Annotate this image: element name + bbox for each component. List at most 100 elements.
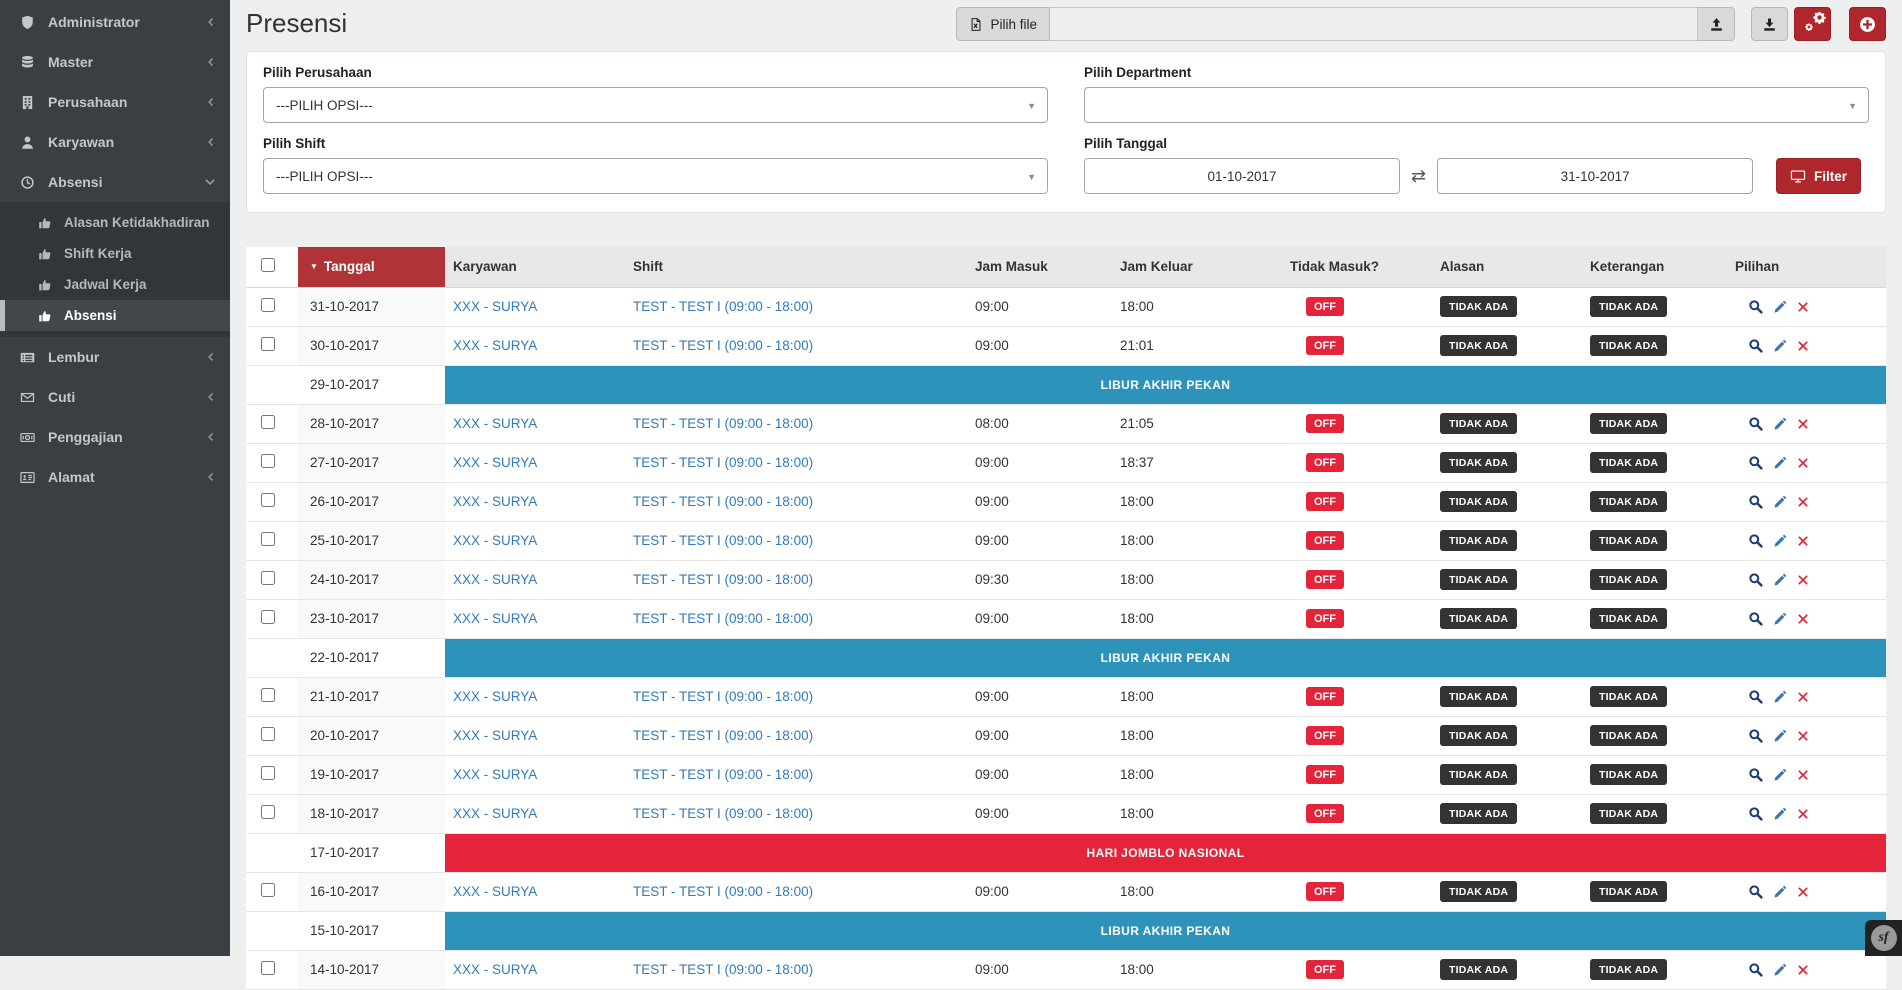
search-icon[interactable]	[1748, 338, 1763, 353]
delete-x-icon[interactable]	[1797, 691, 1809, 703]
delete-x-icon[interactable]	[1797, 769, 1809, 781]
sidebar-subitem-absensi[interactable]: Absensi	[0, 300, 230, 331]
pencil-icon[interactable]	[1773, 963, 1787, 977]
delete-x-icon[interactable]	[1797, 574, 1809, 586]
column-header-jam-masuk[interactable]: Jam Masuk	[967, 247, 1112, 287]
department-select[interactable]: ▼	[1084, 87, 1869, 123]
row-checkbox[interactable]	[261, 727, 275, 741]
pencil-icon[interactable]	[1773, 885, 1787, 899]
karyawan-link[interactable]: XXX - SURYA	[453, 806, 537, 821]
sidebar-subitem-alasan-ketidakhadiran[interactable]: Alasan Ketidakhadiran	[0, 207, 230, 238]
search-icon[interactable]	[1748, 728, 1763, 743]
pencil-icon[interactable]	[1773, 573, 1787, 587]
search-icon[interactable]	[1748, 962, 1763, 977]
row-checkbox[interactable]	[261, 610, 275, 624]
shift-link[interactable]: TEST - TEST I (09:00 - 18:00)	[633, 455, 813, 470]
karyawan-link[interactable]: XXX - SURYA	[453, 689, 537, 704]
pencil-icon[interactable]	[1773, 456, 1787, 470]
column-header-alasan[interactable]: Alasan	[1432, 247, 1582, 287]
pencil-icon[interactable]	[1773, 690, 1787, 704]
shift-link[interactable]: TEST - TEST I (09:00 - 18:00)	[633, 767, 813, 782]
delete-x-icon[interactable]	[1797, 535, 1809, 547]
upload-button[interactable]	[1698, 7, 1735, 41]
delete-x-icon[interactable]	[1797, 613, 1809, 625]
karyawan-link[interactable]: XXX - SURYA	[453, 611, 537, 626]
sidebar-item-lembur[interactable]: Lembur	[0, 337, 230, 377]
column-header-karyawan[interactable]: Karyawan	[445, 247, 625, 287]
search-icon[interactable]	[1748, 299, 1763, 314]
pencil-icon[interactable]	[1773, 807, 1787, 821]
karyawan-link[interactable]: XXX - SURYA	[453, 299, 537, 314]
sidebar-subitem-shift-kerja[interactable]: Shift Kerja	[0, 238, 230, 269]
date-to-input[interactable]	[1437, 158, 1753, 194]
delete-x-icon[interactable]	[1797, 457, 1809, 469]
delete-x-icon[interactable]	[1797, 418, 1809, 430]
delete-x-icon[interactable]	[1797, 964, 1809, 976]
row-checkbox[interactable]	[261, 883, 275, 897]
sidebar-subitem-jadwal-kerja[interactable]: Jadwal Kerja	[0, 269, 230, 300]
shift-link[interactable]: TEST - TEST I (09:00 - 18:00)	[633, 728, 813, 743]
row-checkbox[interactable]	[261, 766, 275, 780]
column-header-jam-keluar[interactable]: Jam Keluar	[1112, 247, 1282, 287]
shift-link[interactable]: TEST - TEST I (09:00 - 18:00)	[633, 494, 813, 509]
delete-x-icon[interactable]	[1797, 496, 1809, 508]
column-header-keterangan[interactable]: Keterangan	[1582, 247, 1727, 287]
karyawan-link[interactable]: XXX - SURYA	[453, 884, 537, 899]
search-icon[interactable]	[1748, 611, 1763, 626]
row-checkbox[interactable]	[261, 961, 275, 975]
filter-button[interactable]: Filter	[1776, 158, 1861, 194]
row-checkbox[interactable]	[261, 415, 275, 429]
search-icon[interactable]	[1748, 416, 1763, 431]
search-icon[interactable]	[1748, 455, 1763, 470]
shift-link[interactable]: TEST - TEST I (09:00 - 18:00)	[633, 299, 813, 314]
delete-x-icon[interactable]	[1797, 340, 1809, 352]
karyawan-link[interactable]: XXX - SURYA	[453, 338, 537, 353]
pencil-icon[interactable]	[1773, 612, 1787, 626]
add-button[interactable]	[1849, 7, 1886, 41]
pencil-icon[interactable]	[1773, 339, 1787, 353]
sidebar-item-master[interactable]: Master	[0, 42, 230, 82]
row-checkbox[interactable]	[261, 298, 275, 312]
shift-link[interactable]: TEST - TEST I (09:00 - 18:00)	[633, 338, 813, 353]
search-icon[interactable]	[1748, 494, 1763, 509]
pencil-icon[interactable]	[1773, 417, 1787, 431]
pencil-icon[interactable]	[1773, 768, 1787, 782]
shift-link[interactable]: TEST - TEST I (09:00 - 18:00)	[633, 611, 813, 626]
shift-link[interactable]: TEST - TEST I (09:00 - 18:00)	[633, 689, 813, 704]
karyawan-link[interactable]: XXX - SURYA	[453, 533, 537, 548]
row-checkbox[interactable]	[261, 805, 275, 819]
search-icon[interactable]	[1748, 806, 1763, 821]
sidebar-item-administrator[interactable]: Administrator	[0, 2, 230, 42]
row-checkbox[interactable]	[261, 493, 275, 507]
shift-link[interactable]: TEST - TEST I (09:00 - 18:00)	[633, 416, 813, 431]
column-header-pilihan[interactable]: Pilihan	[1727, 247, 1886, 287]
delete-x-icon[interactable]	[1797, 301, 1809, 313]
delete-x-icon[interactable]	[1797, 886, 1809, 898]
column-header-tanggal[interactable]: ▼Tanggal	[298, 247, 445, 287]
pencil-icon[interactable]	[1773, 534, 1787, 548]
settings-button[interactable]	[1794, 7, 1831, 41]
pilih-file-button[interactable]: Pilih file	[956, 7, 1050, 41]
download-button[interactable]	[1751, 7, 1788, 41]
karyawan-link[interactable]: XXX - SURYA	[453, 728, 537, 743]
column-header-shift[interactable]: Shift	[625, 247, 967, 287]
row-checkbox[interactable]	[261, 337, 275, 351]
karyawan-link[interactable]: XXX - SURYA	[453, 767, 537, 782]
karyawan-link[interactable]: XXX - SURYA	[453, 572, 537, 587]
shift-link[interactable]: TEST - TEST I (09:00 - 18:00)	[633, 962, 813, 977]
column-header-tidak-masuk-[interactable]: Tidak Masuk?	[1282, 247, 1432, 287]
sidebar-item-cuti[interactable]: Cuti	[0, 377, 230, 417]
select-all-checkbox[interactable]	[261, 258, 275, 272]
sidebar-item-alamat[interactable]: Alamat	[0, 457, 230, 497]
search-icon[interactable]	[1748, 767, 1763, 782]
row-checkbox[interactable]	[261, 532, 275, 546]
row-checkbox[interactable]	[261, 454, 275, 468]
shift-link[interactable]: TEST - TEST I (09:00 - 18:00)	[633, 533, 813, 548]
search-icon[interactable]	[1748, 884, 1763, 899]
sidebar-item-perusahaan[interactable]: Perusahaan	[0, 82, 230, 122]
symfony-profiler-badge[interactable]: sf	[1865, 920, 1902, 956]
row-checkbox[interactable]	[261, 571, 275, 585]
karyawan-link[interactable]: XXX - SURYA	[453, 962, 537, 977]
shift-link[interactable]: TEST - TEST I (09:00 - 18:00)	[633, 884, 813, 899]
karyawan-link[interactable]: XXX - SURYA	[453, 416, 537, 431]
